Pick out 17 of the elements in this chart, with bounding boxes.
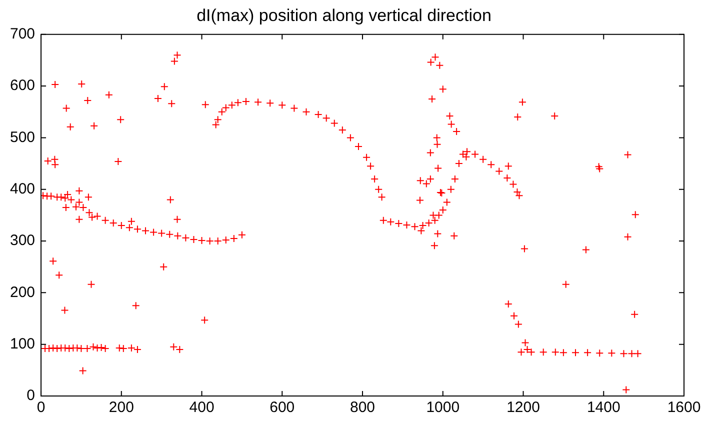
y-tick-label: 0 [26, 387, 36, 404]
y-tick-label: 100 [10, 335, 36, 352]
y-tick-label: 700 [10, 26, 36, 43]
y-tick-label: 200 [10, 284, 36, 301]
x-tick-label: 400 [189, 399, 214, 416]
y-tick-label: 400 [10, 180, 36, 198]
x-tick-label: 1200 [506, 399, 540, 416]
y-tick-label: 600 [10, 77, 36, 94]
x-tick-label: 1400 [586, 399, 620, 416]
y-tick-label: 300 [10, 232, 36, 250]
x-tick-label: 1600 [667, 399, 701, 416]
x-tick-label: 800 [350, 399, 376, 416]
y-tick-label: 500 [10, 128, 36, 146]
x-tick-label: 200 [108, 399, 134, 416]
x-tick-label: 1000 [426, 399, 460, 416]
x-tick-label: 600 [270, 399, 295, 416]
chart-title: dI(max) position along vertical direction [196, 6, 492, 25]
